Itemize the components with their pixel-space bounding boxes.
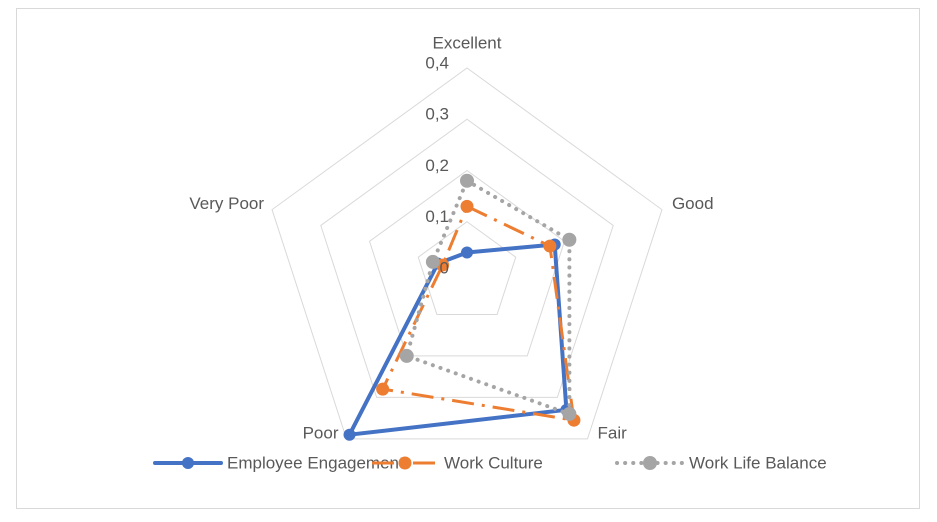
data-point [343,428,356,441]
data-point [376,382,390,396]
grid-line [417,221,517,315]
grid-line [320,118,614,398]
data-point [562,232,577,247]
data-point [425,254,440,269]
category-label: Poor [303,423,339,442]
legend-label: Work Life Balance [689,453,827,472]
category-label: Fair [597,423,627,442]
legend-marker [398,456,412,470]
data-point [399,348,414,363]
r-tick-label: 0,4 [425,53,449,72]
data-point [460,173,474,188]
series-line [404,178,572,416]
legend-marker [182,457,194,469]
category-label: Good [672,194,714,213]
r-tick-label: 0 [440,258,449,277]
r-tick-label: 0,2 [425,156,449,175]
legend-marker [643,456,657,470]
legend-label: Work Culture [444,453,543,472]
grid-line [271,67,663,440]
data-point [562,406,577,421]
data-point [461,246,473,259]
data-point [460,199,474,213]
r-tick-label: 0,1 [425,207,449,226]
data-point [543,239,557,253]
category-label: Very Poor [189,194,264,213]
grid-line [368,169,566,357]
chart-border [16,8,920,509]
r-tick-label: 0,3 [425,105,449,124]
category-label: Excellent [433,33,502,52]
legend-label: Employee Engagement [227,453,404,472]
